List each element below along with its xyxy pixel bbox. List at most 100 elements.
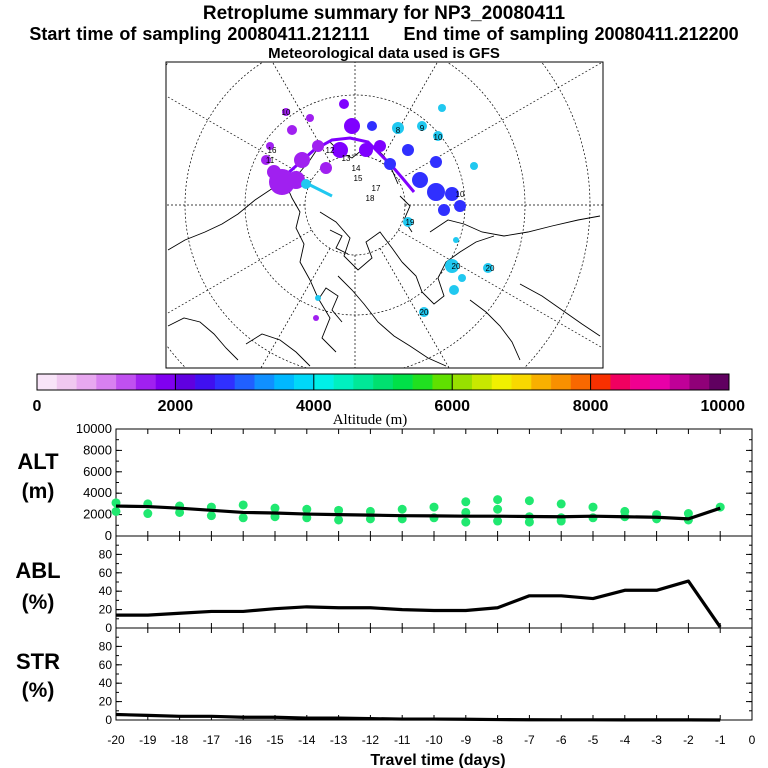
plume-marker <box>306 114 314 122</box>
altitude-point <box>493 495 503 505</box>
plume-marker <box>332 142 348 158</box>
coastline <box>329 229 349 255</box>
plume-marker <box>453 237 459 243</box>
colorbar-swatch <box>511 374 532 390</box>
sampling-times: Start time of sampling 20080411.212111 En… <box>0 24 768 45</box>
x-tick-label: -20 <box>107 733 125 747</box>
x-tick-label: -14 <box>298 733 316 747</box>
colorbar-tick-label: 0 <box>33 398 42 415</box>
series-line <box>115 504 721 521</box>
colorbar-swatch <box>294 374 315 390</box>
x-axis-title: Travel time (days) <box>370 752 505 768</box>
coastline <box>245 333 311 367</box>
altitude-point <box>302 504 312 514</box>
plume-marker <box>287 125 297 135</box>
altitude-point <box>238 500 248 510</box>
series-line <box>115 712 721 722</box>
plot-title: Retroplume summary for NP3_20080411 <box>202 3 566 24</box>
plume-marker <box>412 172 428 188</box>
colorbar-swatch <box>630 374 651 390</box>
x-tick-label: -15 <box>266 733 284 747</box>
plume-marker <box>470 162 478 170</box>
plume-marker <box>384 158 396 170</box>
x-tick-label: -17 <box>203 733 221 747</box>
altitude-point <box>111 506 121 516</box>
colorbar-swatch <box>274 374 295 390</box>
colorbar-swatch <box>96 374 117 390</box>
coastline <box>317 287 343 323</box>
plume-day-number: 11 <box>266 156 275 165</box>
panel-unit: (%) <box>22 679 55 702</box>
altitude-point <box>206 511 216 521</box>
longitude-line <box>398 229 603 349</box>
x-tick-label: -8 <box>492 733 503 747</box>
plume-marker <box>294 152 310 168</box>
plume-day-number: 10 <box>434 133 443 142</box>
plume-marker <box>301 179 311 189</box>
plume-day-number: 12 <box>326 146 335 155</box>
plume-marker <box>430 156 442 168</box>
colorbar-title: Altitude (m) <box>333 412 408 428</box>
plume-marker <box>282 108 290 116</box>
coastline <box>469 299 521 361</box>
y-tick-label: 2000 <box>83 507 112 522</box>
y-tick-label: 60 <box>99 658 113 672</box>
plume-marker <box>458 274 466 282</box>
colorbar-swatch <box>531 374 552 390</box>
y-tick-label: 20 <box>99 603 113 617</box>
y-tick-label: 80 <box>99 639 113 653</box>
altitude-point <box>143 509 153 519</box>
y-tick-label: 4000 <box>83 485 112 500</box>
y-tick-label: 0 <box>105 528 112 543</box>
altitude-point <box>683 509 693 519</box>
altitude-point <box>397 504 407 514</box>
plume-day-number: 10 <box>456 190 465 199</box>
plume-day-number: 19 <box>406 218 415 227</box>
plume-marker <box>266 142 274 150</box>
y-tick-label: 8000 <box>83 442 112 457</box>
altitude-point <box>429 502 439 512</box>
plume-day-number: 20 <box>486 264 495 273</box>
plume-marker <box>445 187 459 201</box>
colorbar-swatch <box>649 374 670 390</box>
y-tick-label: 20 <box>99 695 113 709</box>
y-tick-label: 10000 <box>76 421 112 436</box>
plume-marker <box>445 259 459 273</box>
y-tick-label: 40 <box>99 676 113 690</box>
colorbar-swatch <box>333 374 354 390</box>
colorbar-swatch <box>590 374 611 390</box>
x-tick-label: -19 <box>139 733 157 747</box>
plume-marker <box>438 204 450 216</box>
plume-marker <box>344 118 360 134</box>
altitude-point <box>493 516 503 526</box>
x-tick-label: 0 <box>749 733 756 747</box>
x-tick-label: -3 <box>651 733 662 747</box>
colorbar-tick-label: 2000 <box>158 398 194 415</box>
x-tick-label: -13 <box>330 733 348 747</box>
plume-day-number: 20 <box>420 308 429 317</box>
altitude-point <box>238 513 248 523</box>
plume-marker <box>402 144 414 156</box>
panel-title: ABL <box>15 558 60 583</box>
x-tick-label: -11 <box>394 733 411 747</box>
panel-unit: (m) <box>22 480 55 503</box>
colorbar-swatch <box>491 374 512 390</box>
y-tick-label: 6000 <box>83 464 112 479</box>
panel-title: STR <box>16 649 60 674</box>
colorbar-swatch <box>37 374 58 390</box>
x-tick-label: -10 <box>425 733 443 747</box>
longitude-line <box>166 95 312 181</box>
colorbar-swatch <box>135 374 156 390</box>
colorbar-swatch <box>76 374 97 390</box>
x-tick-label: -18 <box>171 733 189 747</box>
map-graticule <box>166 62 603 368</box>
plume-marker <box>267 165 281 179</box>
plume-day-number: 8 <box>396 126 401 135</box>
colorbar-tick-label: 6000 <box>434 398 470 415</box>
colorbar-swatch <box>234 374 255 390</box>
plume-marker <box>449 285 459 295</box>
colorbar-swatch <box>313 374 334 390</box>
